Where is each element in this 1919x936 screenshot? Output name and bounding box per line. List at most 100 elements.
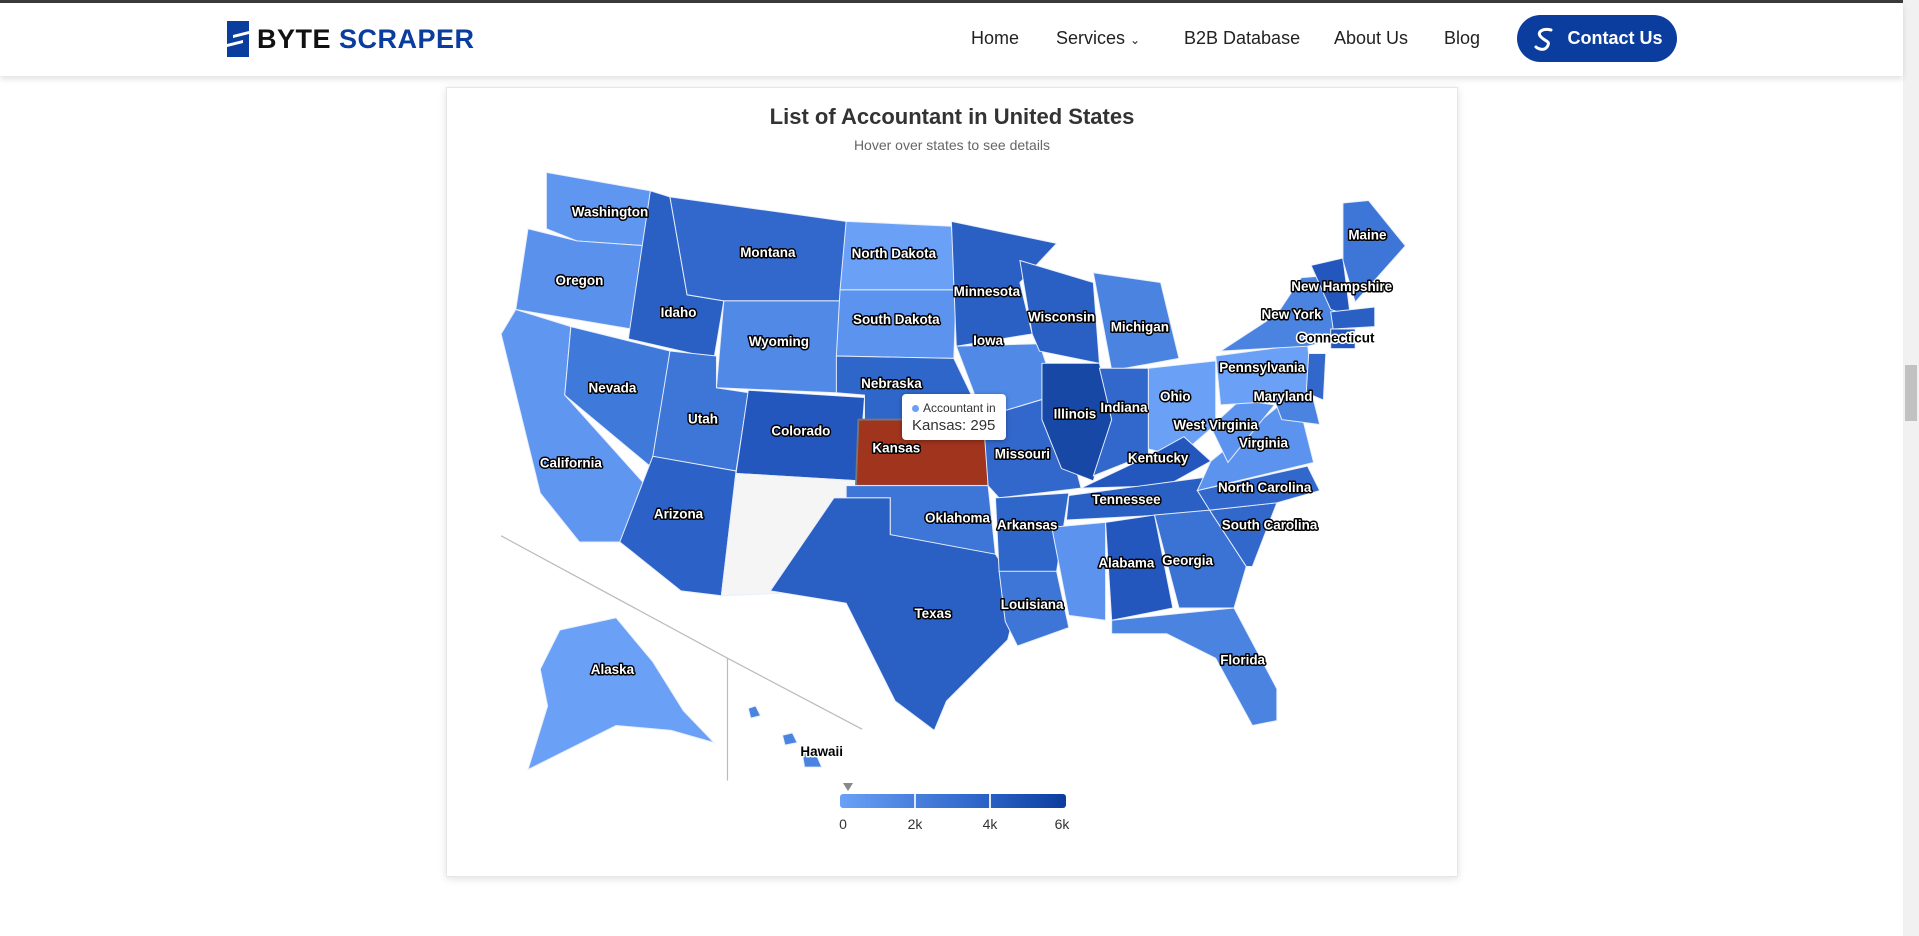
state-label-tennessee: Tennessee [1092,492,1161,507]
state-arizona[interactable] [619,455,737,597]
state-louisiana[interactable] [998,570,1070,647]
site-header: BYTE SCRAPER Home Services ⌄ B2B Databas… [0,3,1903,76]
state-label-nebraska: Nebraska [861,376,922,391]
state-label-pennsylvania: Pennsylvania [1219,360,1305,375]
state-hawaii[interactable] [781,732,798,746]
tooltip-value: Kansas: 295 [912,417,996,434]
state-label-south-carolina: South Carolina [1222,518,1318,533]
state-label-hawaii: Hawaii [800,744,843,759]
map-tooltip: Accountant in Kansas: 295 [902,394,1006,440]
state-indiana[interactable] [1092,367,1149,477]
logo-word-scraper: SCRAPER [339,23,475,54]
state-label-minnesota: Minnesota [954,284,1021,299]
state-virginia[interactable] [1196,406,1315,492]
logo[interactable]: BYTE SCRAPER [225,21,475,57]
state-hawaii[interactable] [801,749,823,768]
legend-marker-icon [843,783,853,791]
state-label-wisconsin: Wisconsin [1028,310,1095,325]
state-label-missouri: Missouri [995,447,1050,462]
legend-divider [989,794,991,808]
state-label-wyoming: Wyoming [749,334,809,349]
state-label-arizona: Arizona [654,507,704,522]
state-label-kansas: Kansas [872,441,920,456]
state-west-virginia[interactable] [1210,399,1276,464]
state-mississippi[interactable] [1051,521,1107,621]
state-label-new-york: New York [1262,307,1323,322]
state-massachusetts[interactable] [1330,306,1376,330]
state-label-alaska: Alaska [591,662,635,677]
state-label-louisiana: Louisiana [1001,597,1064,612]
state-label-oklahoma: Oklahoma [925,510,990,525]
state-texas[interactable] [769,497,1021,732]
map-title: List of Accountant in United States [769,104,1135,129]
state-ohio[interactable] [1147,360,1217,457]
map-subtitle: Hover over states to see details [853,137,1051,153]
logo-text: BYTE SCRAPER [257,24,475,55]
state-illinois[interactable] [1041,362,1113,482]
state-label-california: California [540,455,602,470]
state-label-iowa: Iowa [973,333,1003,348]
series-dot-icon [912,405,919,412]
state-georgia[interactable] [1153,509,1247,609]
contact-us-label: Contact Us [1567,28,1663,48]
logo-word-byte: BYTE [257,23,332,54]
inset-divider-line [500,535,728,659]
state-label-georgia: Georgia [1162,553,1213,568]
inset-divider-line [727,657,863,730]
state-maine[interactable] [1342,200,1406,304]
tooltip-series: Accountant in [923,401,996,415]
state-label-maryland: Maryland [1253,389,1312,404]
state-label-south-dakota: South Dakota [853,312,940,327]
state-label-indiana: Indiana [1100,400,1148,415]
nav-home[interactable]: Home [971,28,1020,48]
nav-services-label: Services [1056,28,1126,48]
state-label-connecticut: Connecticut [1297,331,1375,346]
state-wisconsin[interactable] [1019,259,1100,364]
state-label-idaho: Idaho [661,305,697,320]
legend-tick: 2k [907,816,923,832]
state-label-maine: Maine [1348,228,1387,243]
state-label-kentucky: Kentucky [1128,450,1189,465]
scrollbar-thumb[interactable] [1905,365,1917,421]
state-new-jersey[interactable] [1305,353,1327,401]
state-label-north-dakota: North Dakota [852,246,937,261]
logo-icon [227,21,249,57]
state-label-north-carolina: North Carolina [1218,480,1312,495]
state-hawaii[interactable] [747,705,762,719]
tooltip-header: Accountant in [912,400,996,417]
contact-us-button[interactable]: Contact Us [1517,15,1677,62]
state-label-illinois: Illinois [1054,406,1097,421]
page-scrollbar[interactable] [1903,0,1919,936]
nav-blog[interactable]: Blog [1444,28,1481,48]
state-label-montana: Montana [740,245,796,260]
state-maryland[interactable] [1273,399,1321,426]
state-label-alabama: Alabama [1098,556,1155,571]
legend-tick: 4k [982,816,998,832]
state-minnesota[interactable] [950,220,1058,347]
state-label-west-virginia: West Virginia [1173,417,1258,432]
state-alaska[interactable] [527,617,716,771]
legend-tick: 6k [1054,816,1070,832]
state-north-carolina[interactable] [1196,465,1321,511]
us-map[interactable]: Washington Oregon California Nevada Idaho Mon… [447,88,1457,876]
state-michigan[interactable] [1092,272,1180,372]
nav-about-us[interactable]: About Us [1334,28,1409,48]
state-label-florida: Florida [1220,652,1265,667]
state-label-virginia: Virginia [1239,436,1289,451]
state-alabama[interactable] [1105,514,1174,621]
nav-services[interactable]: Services ⌄ [1056,28,1140,49]
legend-divider [914,794,916,808]
legend-gradient-bar [840,783,1066,808]
logo-s-icon [1534,27,1553,51]
state-label-utah: Utah [688,411,718,426]
state-label-texas: Texas [914,606,951,621]
color-legend: 0 2k 4k 6k [839,783,1069,832]
state-label-nevada: Nevada [589,381,637,396]
state-label-ohio: Ohio [1160,389,1191,404]
legend-tick: 0 [839,816,847,832]
nav-b2b-database[interactable]: B2B Database [1184,28,1301,48]
state-florida[interactable] [1111,607,1278,727]
state-label-michigan: Michigan [1111,319,1169,334]
state-connecticut[interactable] [1330,328,1356,350]
map-card: List of Accountant in United States Hove… [446,87,1458,877]
